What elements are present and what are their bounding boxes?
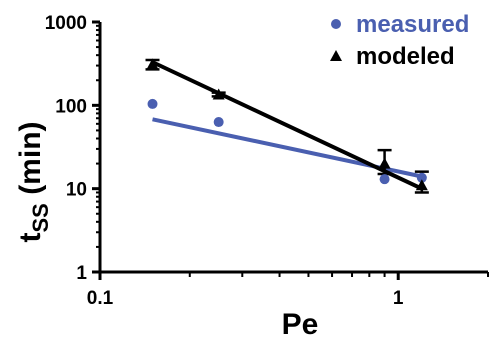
y-tick-label: 1 (76, 263, 87, 284)
y-tick-label: 1000 (45, 13, 87, 34)
legend-label-measured: measured (356, 11, 469, 38)
modeled-point (415, 179, 428, 191)
x-axis-title: Pe (282, 308, 319, 341)
measured-point (147, 98, 158, 109)
data-points (146, 58, 428, 191)
x-tick-label: 0.1 (87, 288, 114, 309)
fit-lines (151, 60, 423, 191)
legend-label-modeled: modeled (356, 43, 455, 70)
legend-marker-measured (331, 19, 341, 29)
measured-point (416, 172, 427, 183)
y-axis-title-subscript: SS (28, 203, 53, 232)
legend: measured modeled (330, 11, 469, 70)
modeled-point (146, 58, 159, 70)
x-tick-label: 1 (393, 288, 404, 309)
modeled-point (378, 157, 391, 169)
y-tick-label: 10 (66, 180, 87, 201)
modeled-point (212, 88, 225, 100)
legend-marker-modeled (330, 50, 342, 61)
measured-point (379, 174, 390, 185)
modeled-fit-line (151, 60, 423, 191)
y-tick-label: 100 (55, 96, 87, 117)
y-axis-title: tSS (min) (14, 121, 53, 242)
measured-point (213, 117, 224, 128)
